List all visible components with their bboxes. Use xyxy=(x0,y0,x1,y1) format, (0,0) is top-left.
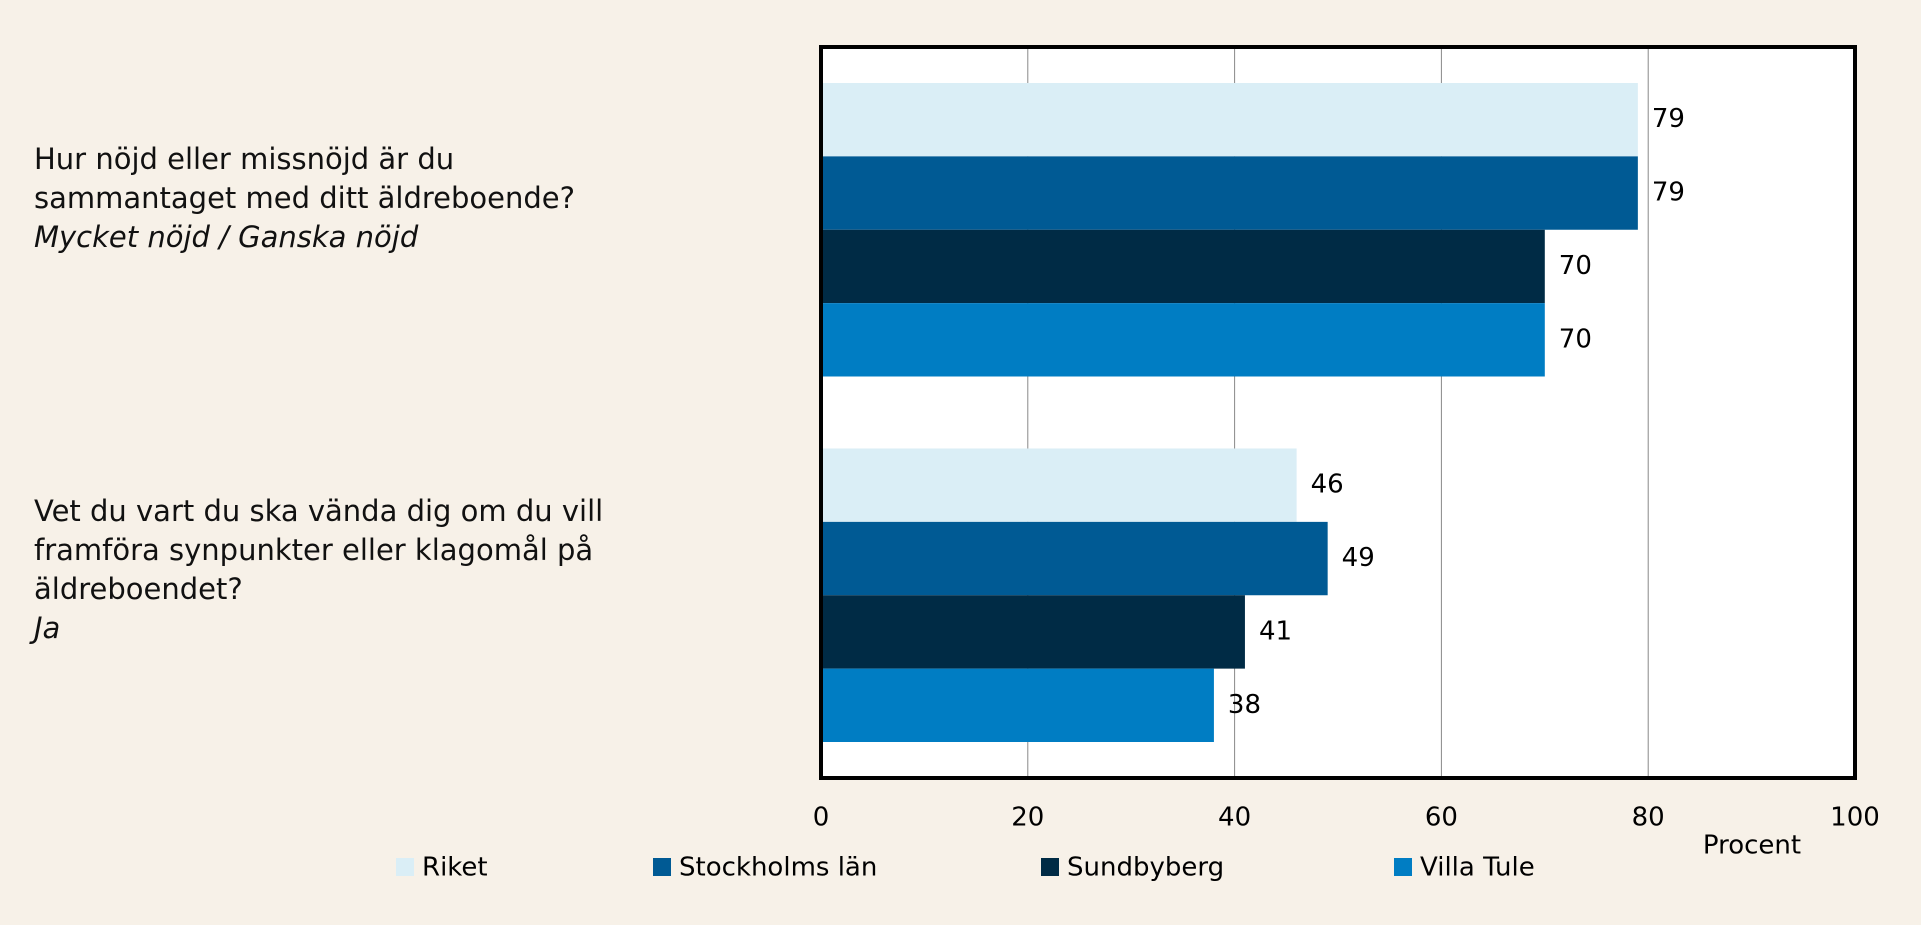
bar xyxy=(821,156,1638,230)
x-tick-label: 40 xyxy=(1218,803,1251,833)
question: Hur nöjd eller missnöjd är du sammantage… xyxy=(34,142,576,215)
category-label: Vet du vart du ska vända dig om du vill … xyxy=(34,492,634,648)
plot-frame xyxy=(819,45,1857,780)
bar xyxy=(821,229,1545,304)
bar xyxy=(821,668,1214,742)
legend-label: Sundbyberg xyxy=(1067,853,1224,883)
question: Vet du vart du ska vända dig om du vill … xyxy=(34,494,604,606)
value-label: 70 xyxy=(1559,251,1592,281)
value-label: 79 xyxy=(1652,178,1685,208)
value-label: 79 xyxy=(1652,104,1685,134)
value-label: 38 xyxy=(1228,690,1261,720)
x-tick-label: 80 xyxy=(1632,803,1665,833)
bar xyxy=(821,83,1638,157)
legend-label: Stockholms län xyxy=(679,853,877,883)
category-label: Hur nöjd eller missnöjd är du sammantage… xyxy=(34,140,634,257)
legend-swatch xyxy=(653,858,671,876)
answer-note: Mycket nöjd / Ganska nöjd xyxy=(34,220,419,254)
legend-label: Riket xyxy=(422,853,488,883)
bar xyxy=(821,448,1297,522)
value-label: 70 xyxy=(1559,324,1592,354)
answer-note: Ja xyxy=(34,611,61,645)
x-tick-label: 20 xyxy=(1011,803,1044,833)
bar xyxy=(821,521,1328,596)
bar xyxy=(821,595,1245,669)
x-tick-label: 60 xyxy=(1425,803,1458,833)
value-label: 46 xyxy=(1311,470,1344,500)
x-tick-label: 0 xyxy=(813,803,830,833)
legend-swatch xyxy=(1041,858,1059,876)
value-label: 49 xyxy=(1342,543,1375,573)
legend-swatch xyxy=(1394,858,1412,876)
legend-swatch xyxy=(396,858,414,876)
x-axis-label: Procent xyxy=(1703,831,1801,861)
bar xyxy=(821,303,1545,377)
value-label: 41 xyxy=(1259,616,1292,646)
legend-label: Villa Tule xyxy=(1420,853,1535,883)
x-tick-label: 100 xyxy=(1830,803,1880,833)
